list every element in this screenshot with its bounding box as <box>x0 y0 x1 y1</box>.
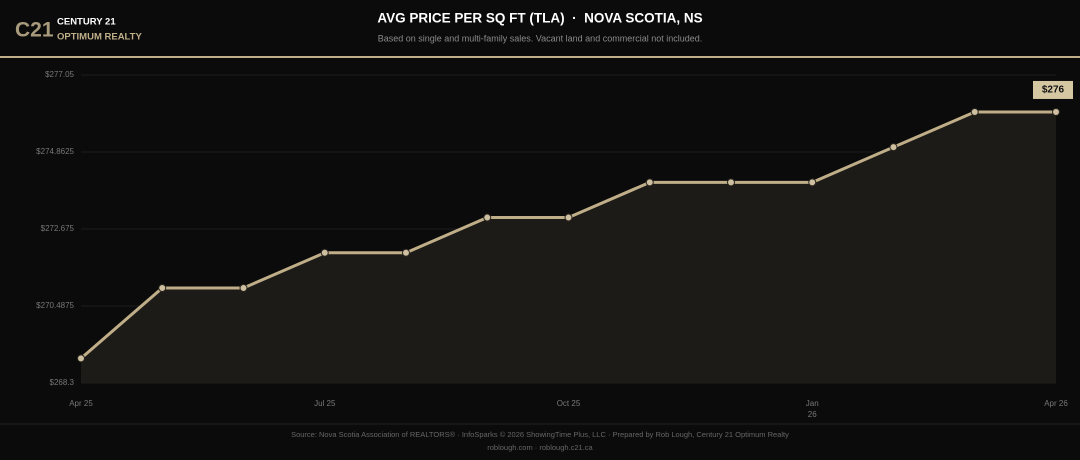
point <box>645 178 654 187</box>
y-tick-label: $268.3 <box>50 378 75 387</box>
point <box>320 248 329 257</box>
area <box>81 111 1056 384</box>
point <box>158 283 167 292</box>
x-tick-label: Jul 25 <box>314 399 336 408</box>
point <box>1052 107 1060 116</box>
x-tick-label: Oct 25 <box>556 399 581 408</box>
chart-subtitle: Based on single and multi-family sales. … <box>378 33 703 43</box>
value-label: $276 <box>1042 85 1065 96</box>
x-tick-label: Jan 26 <box>805 399 819 419</box>
x-tick-label: Apr 26 <box>1044 399 1068 408</box>
value-label-box <box>1033 80 1073 99</box>
point <box>727 178 735 187</box>
point <box>402 248 410 257</box>
point <box>564 213 573 222</box>
chart-title: AVG PRICE PER SQ FT (TLA) · NOVA SCOTIA,… <box>377 11 702 26</box>
y-tick-label: $270.4875 <box>36 301 74 310</box>
y-tick-label: $272.675 <box>41 224 75 233</box>
links: roblough.com · roblough.c21.ca <box>487 443 593 452</box>
source: Source: Nova Scotia Association of REALT… <box>291 430 789 439</box>
point <box>970 107 979 116</box>
y-tick-label: $277.05 <box>45 70 74 79</box>
logo-mark: C21 <box>15 19 54 42</box>
point <box>239 283 248 292</box>
x-tick-label: Apr 25 <box>69 399 93 408</box>
point <box>483 213 492 222</box>
point <box>889 143 898 152</box>
point <box>77 354 85 363</box>
point <box>808 178 817 187</box>
brand: CENTURY 21 <box>57 17 116 28</box>
brand-sub: OPTIMUM REALTY <box>57 32 142 43</box>
y-tick-label: $274.8625 <box>36 147 74 156</box>
